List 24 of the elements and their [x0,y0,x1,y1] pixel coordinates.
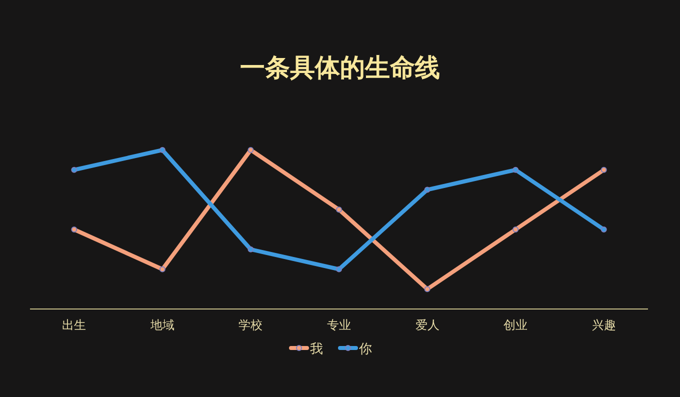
point [71,166,78,173]
point [159,266,166,272]
x-tick-label: 兴趣 [592,318,616,332]
point [336,266,342,272]
point [71,226,78,232]
point [424,186,430,193]
point [336,206,342,213]
x-tick-label: 学校 [238,318,263,332]
x-tick-label: 专业 [327,318,351,332]
point [600,226,607,232]
point [248,246,254,252]
x-tick-label: 创业 [504,318,528,332]
point [512,226,519,232]
legend-label: 你 [358,342,372,357]
point [600,166,607,173]
point [512,166,519,173]
chart-title: 一条具体的生命线 [240,53,440,82]
x-tick-label: 爱人 [415,318,440,332]
point [424,286,430,292]
x-tick-label: 地域 [149,318,174,332]
legend-label: 我 [310,342,323,357]
x-tick-label: 出生 [62,318,86,332]
point [159,147,166,153]
point [248,147,254,153]
